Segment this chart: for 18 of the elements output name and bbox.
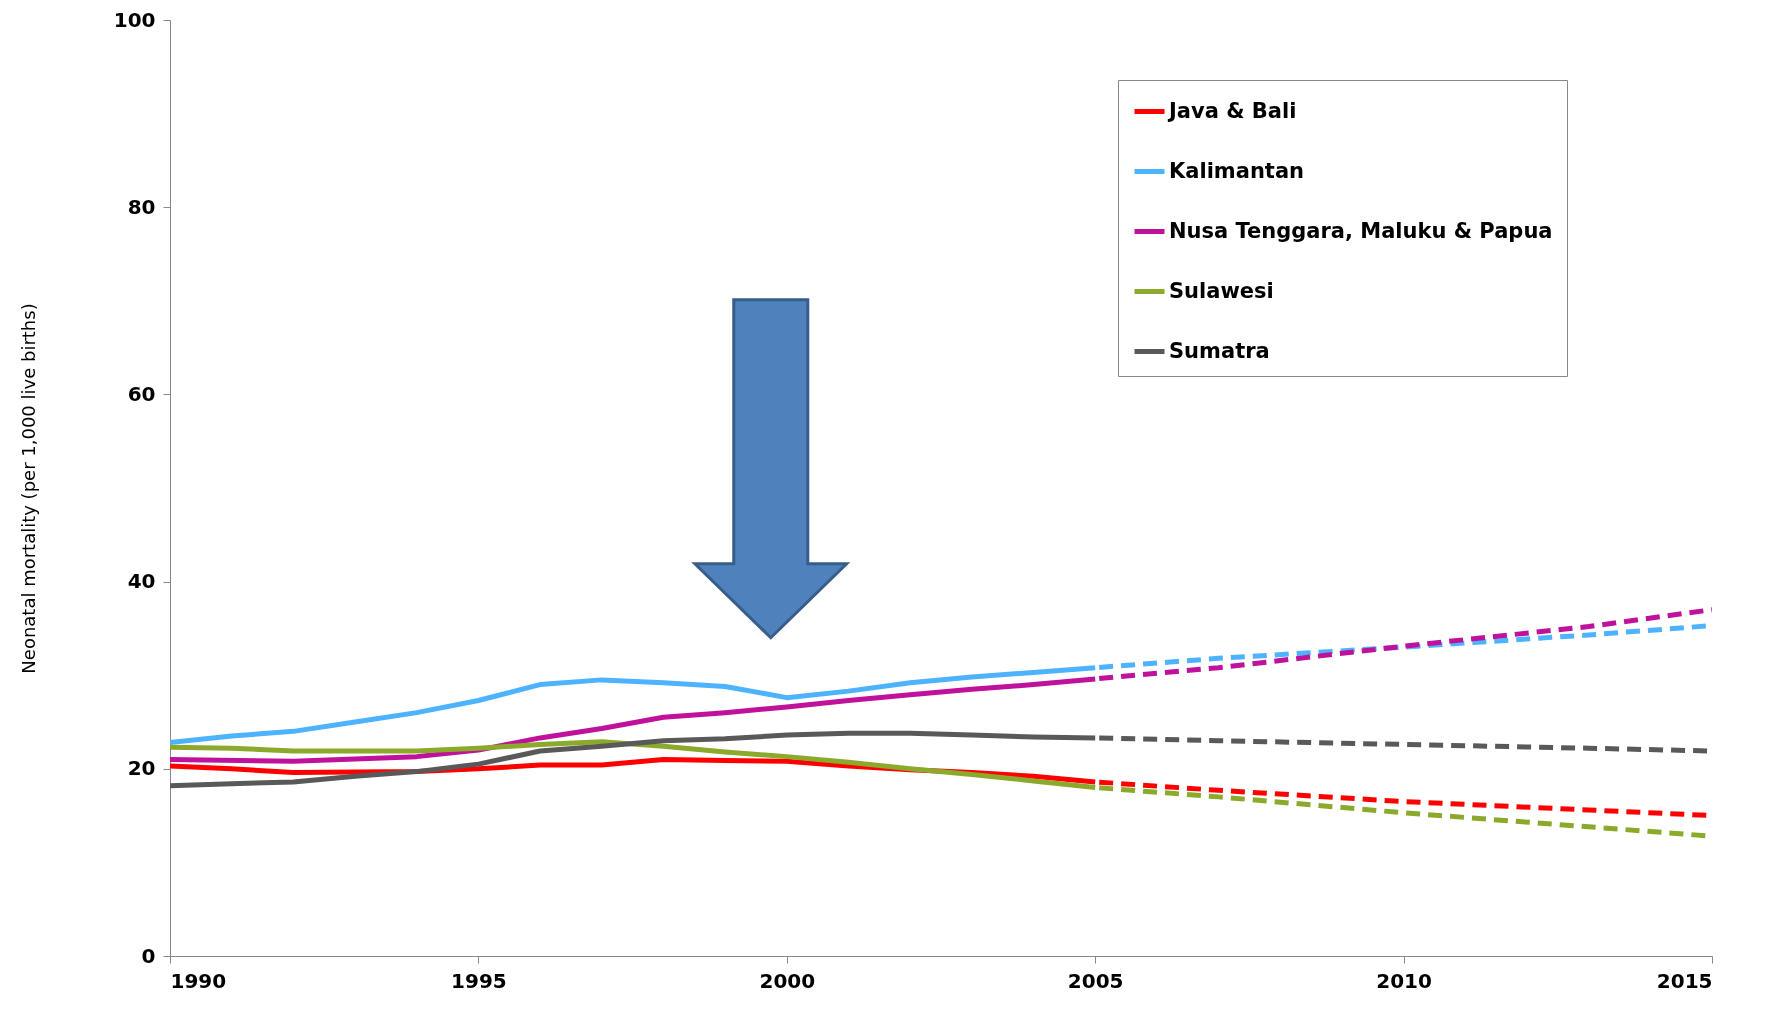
x-tick-label: 1990 — [170, 968, 227, 993]
x-tick-label: 2015 — [1656, 968, 1713, 993]
y-tick-label: 100 — [113, 7, 156, 32]
legend-label: Sumatra — [1169, 338, 1270, 363]
x-tick-label: 2010 — [1376, 968, 1432, 993]
legend-label: Sulawesi — [1169, 278, 1274, 303]
y-tick-label: 20 — [127, 756, 156, 781]
x-tick-label: 1995 — [451, 968, 507, 993]
x-tick-label: 2005 — [1067, 968, 1124, 993]
legend-label: Java & Bali — [1167, 98, 1297, 123]
legend-label: Kalimantan — [1169, 158, 1305, 183]
y-tick-label: 60 — [127, 381, 156, 406]
y-tick-label: 0 — [141, 943, 156, 968]
y-tick-label: 40 — [127, 569, 156, 594]
x-tick-label: 2000 — [759, 968, 816, 993]
y-axis-title: Neonatal mortality (per 1,000 live births) — [17, 303, 39, 674]
legend-label: Nusa Tenggara, Maluku & Papua — [1169, 218, 1553, 243]
y-tick-label: 80 — [127, 194, 156, 219]
